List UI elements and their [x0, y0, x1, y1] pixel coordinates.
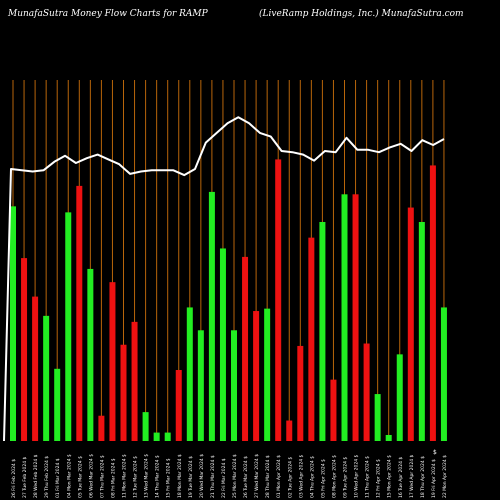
- x-tick-label: 22 Mon Apr 2024 $: [442, 455, 448, 498]
- money-flow-bar: [253, 311, 260, 441]
- x-tick-label: 09 Tue Apr 2024 $: [343, 457, 349, 498]
- money-flow-bar: [32, 296, 39, 441]
- money-flow-bar: [153, 432, 160, 441]
- money-flow-bar: [54, 368, 61, 441]
- money-flow-bar: [175, 370, 182, 441]
- money-flow-bar: [120, 344, 127, 441]
- money-flow-bar: [385, 434, 392, 441]
- money-flow-bar: [352, 194, 359, 441]
- money-flow-bar: [43, 315, 50, 441]
- money-flow-bar: [87, 268, 94, 441]
- money-flow-bar: [65, 212, 72, 441]
- money-flow-bar: [264, 308, 271, 441]
- x-tick-label: 22 Fri Mar 2024 $: [221, 458, 227, 498]
- x-tick-label: 15 Mon Apr 2024 $: [387, 455, 393, 498]
- money-flow-bar: [208, 191, 215, 441]
- money-flow-bar: [186, 307, 193, 441]
- money-flow-bar: [197, 330, 204, 441]
- x-tick-label: 19 Tue Mar 2024 $: [188, 456, 194, 498]
- money-flow-bar: [418, 221, 425, 441]
- money-flow-bar: [286, 420, 293, 441]
- x-tick-label: 12 Tue Mar 2024 $: [133, 456, 139, 498]
- money-flow-bar: [142, 412, 149, 441]
- chart-title-right: (LiveRamp Holdings, Inc.) MunafaSutra.co…: [259, 9, 464, 19]
- x-tick-label: 15 Fri Mar 2024 $: [166, 458, 172, 498]
- x-tick-label: 01 Mon Apr 2024 $: [276, 455, 282, 498]
- money-flow-bar: [21, 258, 28, 441]
- x-tick-label: 18 Mon Mar 2024 $: [177, 454, 183, 498]
- x-tick-label: 04 Mon Mar 2024 $: [66, 454, 72, 498]
- x-tick-label: 03 Wed Apr 2024 $: [298, 455, 304, 498]
- money-flow-bar: [440, 307, 447, 441]
- money-flow-bar: [242, 256, 249, 441]
- x-tick-label: 04 Thu Apr 2024 $: [309, 456, 315, 498]
- x-tick-label: 05 Fri Apr 2024 $: [320, 459, 326, 498]
- x-tick-label: 26 Tue Mar 2024 $: [243, 456, 249, 498]
- x-tick-label: 12 Fri Apr 2024 $: [376, 459, 382, 498]
- x-tick-label: 26 Fri Feb 2024 $: [11, 459, 17, 498]
- currency-mark: $: [433, 449, 437, 456]
- x-tick-label: 25 Mon Mar 2024 $: [232, 454, 238, 498]
- money-flow-bar: [275, 159, 282, 442]
- money-flow-bar: [76, 185, 83, 441]
- x-tick-label: 27 Wed Mar 2024 $: [254, 454, 260, 498]
- x-tick-label: 01 Fri Mar 2024 $: [55, 458, 61, 498]
- x-tick-label: 18 Thu Apr 2024 $: [420, 456, 426, 498]
- x-tick-label: 11 Thu Apr 2024 $: [365, 456, 371, 498]
- money-flow-bar: [407, 207, 414, 441]
- x-tick-label: 21 Thu Mar 2024 $: [210, 455, 216, 498]
- x-tick-label: 16 Tue Apr 2024 $: [398, 457, 404, 498]
- money-flow-bar: [109, 282, 116, 441]
- money-flow-bar: [429, 165, 436, 442]
- x-axis-labels: 26 Fri Feb 2024 $ 27 Tue Feb 2024 $ 28 Wed…: [11, 454, 448, 498]
- x-tick-label: 07 Thu Mar 2024 $: [99, 455, 105, 498]
- x-tick-label: 08 Fri Mar 2024 $: [110, 458, 116, 498]
- money-flow-bar: [363, 343, 370, 441]
- x-tick-label: 19 Fri Apr 2024 $: [431, 459, 437, 498]
- money-flow-bar: [396, 354, 403, 441]
- chart-title-left: MunafaSutra Money Flow Charts for RAMP: [8, 9, 208, 19]
- money-flow-bar: [319, 221, 326, 441]
- x-tick-label: 28 Wed Feb 2024 $: [33, 454, 39, 498]
- money-flow-bar: [231, 330, 237, 441]
- money-flow-bar: [164, 432, 171, 441]
- x-tick-label: 14 Thu Mar 2024 $: [155, 455, 161, 498]
- x-tick-label: 20 Wed Mar 2024 $: [199, 454, 205, 498]
- money-flow-bar: [341, 194, 348, 441]
- money-flow-bar: [219, 248, 226, 441]
- x-tick-label: 27 Tue Feb 2024 $: [22, 456, 28, 498]
- x-tick-label: 13 Wed Mar 2024 $: [144, 454, 150, 498]
- money-flow-bar: [10, 206, 16, 441]
- x-tick-label: 17 Wed Apr 2024 $: [409, 455, 415, 498]
- money-flow-bars: [10, 159, 447, 442]
- price-line-group: [3, 116, 445, 442]
- x-tick-label: 06 Wed Mar 2024 $: [88, 454, 94, 498]
- money-flow-bar: [374, 394, 381, 441]
- price-line: [3, 116, 445, 442]
- x-tick-label: 08 Mon Apr 2024 $: [331, 455, 337, 498]
- x-tick-label: 29 Thu Feb 2024 $: [44, 456, 50, 498]
- money-flow-bar: [297, 345, 304, 441]
- money-flow-bar: [131, 321, 138, 441]
- x-tick-label: 02 Tue Apr 2024 $: [287, 457, 293, 498]
- x-tick-label: 10 Wed Apr 2024 $: [354, 455, 360, 498]
- x-tick-label: 05 Tue Mar 2024 $: [77, 456, 83, 498]
- money-flow-bar: [308, 237, 315, 441]
- money-flow-bar: [98, 415, 105, 441]
- x-tick-label: 11 Mon Mar 2024 $: [122, 454, 128, 498]
- money-flow-bar: [330, 379, 337, 441]
- x-tick-label: 28 Thu Mar 2024 $: [265, 455, 271, 498]
